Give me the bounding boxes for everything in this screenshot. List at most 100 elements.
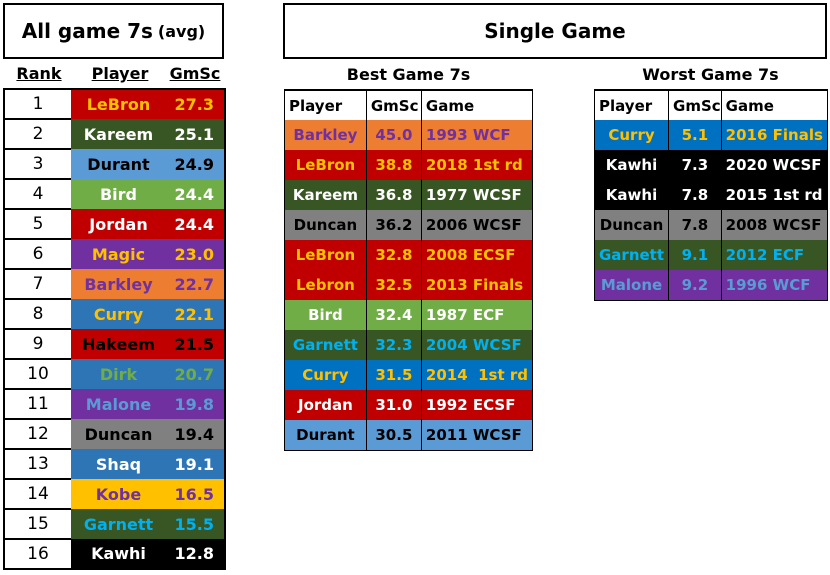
gmsc-cell: 38.8	[366, 150, 422, 180]
table-row: Duncan 7.8 2008 WCSF	[594, 210, 828, 240]
gmsc-cell: 7.3	[668, 150, 722, 180]
single-game-title: Single Game	[484, 19, 626, 43]
table-row: 15 Garnett 15.5	[4, 509, 225, 540]
gmsc-cell: 15.5	[166, 509, 225, 539]
player-cell: Garnett	[71, 509, 166, 539]
table-row: 1 LeBron 27.3	[4, 89, 225, 120]
player-cell: Durant	[71, 149, 166, 179]
game-cell: 2008 ECSF	[421, 240, 534, 270]
player-cell: Curry	[284, 360, 367, 390]
table-row: LeBron 38.8 2018 1st rd	[284, 150, 534, 180]
best-game7s-table: Player GmSc Game Barkley 45.0 1993 WCF LeBr…	[284, 89, 534, 451]
gmsc-cell: 24.4	[166, 209, 225, 239]
worst-game7s-title: Worst Game 7s	[642, 65, 779, 84]
game-cell: 2018 1st rd	[421, 150, 534, 180]
game-cell: 1977 WCSF	[421, 180, 534, 210]
game-cell: 2006 WCSF	[421, 210, 534, 240]
table-row: Curry 5.1 2016 Finals	[594, 120, 828, 150]
game-cell: 2020 WCSF	[721, 150, 828, 180]
gmsc-column-header: GmSc	[366, 90, 422, 120]
table-row: 7 Barkley 22.7	[4, 269, 225, 300]
gmsc-cell: 32.4	[366, 300, 422, 330]
table-row: 10 Dirk 20.7	[4, 359, 225, 390]
player-cell: LeBron	[71, 89, 166, 119]
player-cell: Barkley	[71, 269, 166, 299]
all-game7s-title-box: All game 7s (avg)	[3, 3, 224, 59]
game-cell: 2004 WCSF	[421, 330, 534, 360]
table-row: Garnett 32.3 2004 WCSF	[284, 330, 534, 360]
gmsc-cell: 45.0	[366, 120, 422, 150]
table-row: LeBron 32.8 2008 ECSF	[284, 240, 534, 270]
table-row: Durant 30.5 2011 WCSF	[284, 420, 534, 450]
gmsc-cell: 19.8	[166, 389, 225, 419]
player-cell: Kawhi	[594, 150, 670, 180]
all-game7s-title: All game 7s	[21, 19, 153, 43]
gmsc-column-header: GmSc	[668, 90, 722, 120]
rank-cell: 5	[4, 209, 71, 240]
rank-cell: 13	[4, 449, 71, 480]
table-row: Curry 31.5 2014 1st rd	[284, 360, 534, 390]
table-row: 3 Durant 24.9	[4, 149, 225, 180]
game-cell: 2014 1st rd	[421, 360, 534, 390]
gmsc-cell: 23.0	[166, 239, 225, 269]
player-cell: Barkley	[284, 120, 367, 150]
player-cell: Kareem	[71, 119, 166, 149]
player-cell: LeBron	[284, 240, 367, 270]
game-cell: 2013 Finals	[421, 270, 534, 300]
player-cell: Duncan	[284, 210, 367, 240]
rank-cell: 16	[4, 539, 71, 569]
rank-cell: 11	[4, 389, 71, 420]
gmsc-cell: 9.1	[668, 240, 722, 270]
table-row: 9 Hakeem 21.5	[4, 329, 225, 360]
gmsc-header: GmSc	[169, 64, 221, 83]
player-cell: Kawhi	[594, 180, 670, 210]
player-cell: Kawhi	[71, 539, 166, 569]
table-row: 5 Jordan 24.4	[4, 209, 225, 240]
player-cell: Lebron	[284, 270, 367, 300]
player-cell: Malone	[594, 270, 670, 300]
table-row: Kawhi 7.8 2015 1st rd	[594, 180, 828, 210]
table-row: 6 Magic 23.0	[4, 239, 225, 270]
rank-cell: 6	[4, 239, 71, 270]
rank-cell: 14	[4, 479, 71, 510]
game-cell: 2015 1st rd	[721, 180, 828, 210]
gmsc-cell: 32.5	[366, 270, 422, 300]
rank-cell: 8	[4, 299, 71, 330]
player-cell: Shaq	[71, 449, 166, 479]
gmsc-cell: 32.3	[366, 330, 422, 360]
gmsc-cell: 12.8	[166, 539, 225, 569]
player-cell: Curry	[594, 120, 670, 150]
gmsc-cell: 19.4	[166, 419, 225, 449]
game-cell: 1996 WCF	[721, 270, 828, 300]
best-game7s-title: Best Game 7s	[346, 65, 471, 84]
game-cell: 1992 ECSF	[421, 390, 534, 420]
game-cell: 2008 WCSF	[721, 210, 828, 240]
rank-cell: 12	[4, 419, 71, 450]
table-row: 14 Kobe 16.5	[4, 479, 225, 510]
gmsc-cell: 32.8	[366, 240, 422, 270]
table-row: 11 Malone 19.8	[4, 389, 225, 420]
gmsc-cell: 31.5	[366, 360, 422, 390]
gmsc-cell: 25.1	[166, 119, 225, 149]
all-game7s-title-suffix: (avg)	[157, 21, 206, 41]
rank-cell: 9	[4, 329, 71, 360]
player-cell: Malone	[71, 389, 166, 419]
rank-cell: 15	[4, 509, 71, 540]
gmsc-cell: 30.5	[366, 420, 422, 450]
avg-rank-table: 1 LeBron 27.3 2 Kareem 25.1 3 Durant 24.9 4 Bird 24…	[3, 88, 226, 570]
gmsc-cell: 19.1	[166, 449, 225, 479]
player-cell: Duncan	[594, 210, 670, 240]
rank-cell: 1	[4, 89, 71, 120]
game-column-header: Game	[721, 90, 828, 120]
table-row: 16 Kawhi 12.8	[4, 539, 225, 569]
player-cell: LeBron	[284, 150, 367, 180]
gmsc-cell: 7.8	[668, 210, 722, 240]
gmsc-cell: 27.3	[166, 89, 225, 119]
gmsc-cell: 31.0	[366, 390, 422, 420]
gmsc-cell: 7.8	[668, 180, 722, 210]
player-cell: Jordan	[284, 390, 367, 420]
gmsc-cell: 9.2	[668, 270, 722, 300]
game-cell: 1987 ECF	[421, 300, 534, 330]
gmsc-cell: 24.4	[166, 179, 225, 209]
player-cell: Dirk	[71, 359, 166, 389]
